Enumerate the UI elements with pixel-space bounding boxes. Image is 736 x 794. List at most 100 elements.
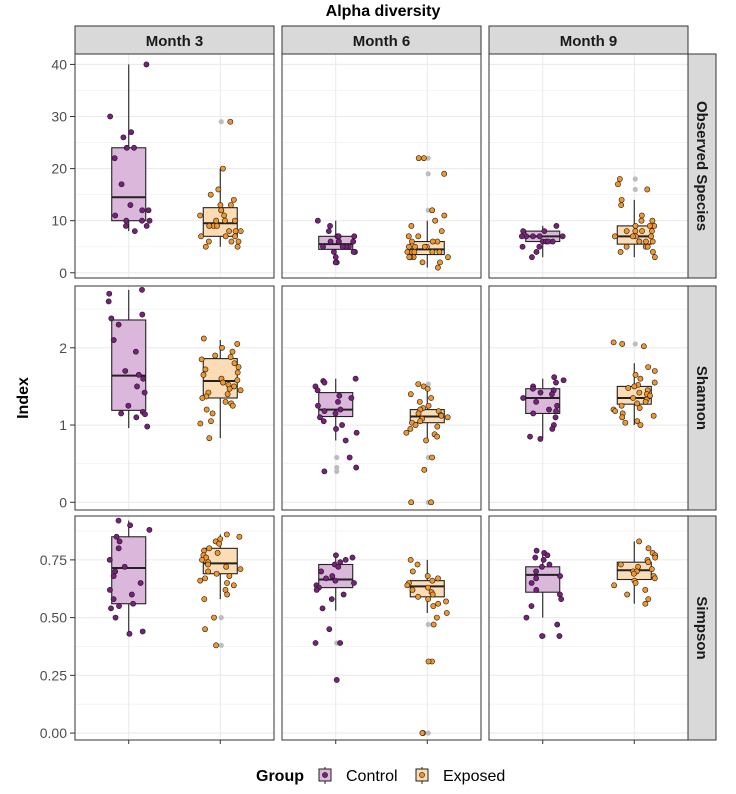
data-point (649, 228, 655, 235)
box-control (314, 217, 358, 266)
data-point (429, 577, 436, 584)
data-point (314, 217, 321, 224)
facet-col-label: Month 9 (560, 33, 618, 50)
data-point (638, 212, 645, 219)
data-point (421, 155, 427, 162)
data-point (650, 412, 657, 419)
data-point (623, 243, 630, 250)
y-tick-label: 0.50 (40, 610, 67, 626)
data-point (325, 228, 332, 235)
data-point (553, 408, 559, 415)
data-point (223, 531, 230, 538)
panel-border (488, 515, 689, 741)
data-point (351, 233, 358, 240)
data-point (120, 134, 127, 141)
data-point (236, 533, 243, 540)
data-point (352, 375, 359, 382)
data-point (145, 207, 152, 214)
data-point (429, 207, 436, 214)
data-point (408, 238, 415, 245)
data-point (646, 223, 653, 229)
data-point (128, 129, 135, 136)
data-point (312, 640, 319, 646)
data-point (110, 573, 117, 579)
outlier-point (632, 341, 638, 347)
data-point (407, 391, 414, 398)
data-point (320, 418, 327, 425)
data-point (549, 425, 556, 432)
data-point (339, 422, 345, 428)
data-point (549, 391, 555, 398)
data-point (428, 499, 435, 506)
data-point (229, 348, 236, 355)
data-point (139, 217, 145, 224)
data-point (428, 395, 435, 401)
data-point (540, 556, 547, 563)
data-point (425, 584, 431, 591)
data-point (208, 418, 214, 425)
outlier-point (425, 171, 431, 177)
facet-strip-col (281, 25, 482, 55)
data-point (419, 730, 426, 736)
data-point (113, 533, 120, 540)
data-point (328, 596, 335, 603)
y-tick-label: 0.75 (40, 552, 67, 568)
data-point (127, 202, 134, 208)
data-point (645, 559, 652, 566)
data-point (642, 398, 649, 405)
data-point (222, 398, 229, 405)
data-point (632, 580, 639, 586)
data-point (217, 202, 224, 208)
data-point (222, 217, 228, 224)
facet-strip-row (687, 285, 717, 511)
chart-title: Alpha diversity (326, 3, 441, 20)
data-point (443, 610, 450, 616)
data-point (340, 591, 347, 598)
data-point (618, 402, 625, 409)
data-point (200, 335, 207, 342)
data-point (231, 360, 238, 367)
data-point (537, 389, 544, 396)
data-point (554, 621, 561, 628)
data-point (125, 402, 132, 409)
panel (489, 516, 688, 744)
facet-strip-col (74, 25, 275, 55)
outlier-point (334, 454, 340, 461)
data-point (644, 186, 651, 193)
data-point (234, 377, 241, 384)
facet-row-label: Shannon (693, 366, 710, 430)
legend: Group Control Exposed (256, 767, 505, 785)
data-point (230, 196, 237, 203)
data-point (139, 207, 146, 214)
data-point (342, 556, 349, 563)
data-point (202, 626, 208, 633)
data-point (332, 254, 339, 261)
data-point (541, 228, 548, 235)
data-point (350, 238, 357, 245)
data-point (232, 217, 238, 224)
data-point (412, 422, 419, 428)
data-point (415, 593, 422, 600)
panel-border (74, 285, 275, 511)
data-point (213, 642, 219, 649)
data-point (133, 414, 140, 421)
legend-title: Group (256, 768, 304, 785)
data-point (651, 379, 658, 386)
data-point (323, 575, 329, 582)
data-point (441, 212, 448, 219)
data-point (333, 552, 339, 559)
data-point (649, 249, 656, 255)
data-point (429, 249, 436, 255)
data-point (539, 633, 546, 639)
data-point (623, 228, 630, 235)
y-tick-label: 40 (51, 56, 67, 72)
y-axis-label: Index (15, 377, 32, 419)
data-point (411, 249, 418, 255)
data-point (425, 402, 432, 409)
data-point (227, 354, 234, 360)
data-point (648, 566, 655, 573)
data-point (649, 217, 656, 224)
data-point (536, 243, 543, 250)
data-point (625, 385, 632, 391)
data-point (612, 408, 619, 415)
